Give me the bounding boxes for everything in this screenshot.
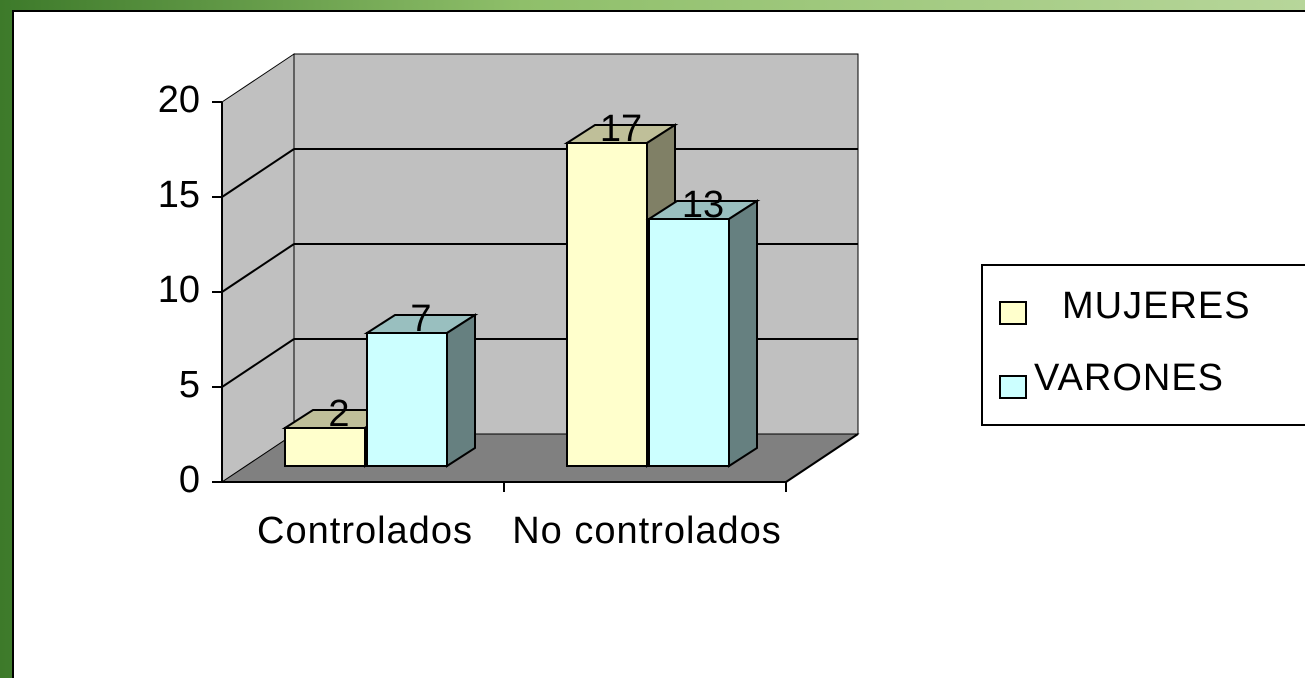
- legend-box: [981, 264, 1305, 426]
- floor-edge: [785, 433, 859, 483]
- bar-side: [446, 313, 476, 468]
- legend-swatch: [999, 301, 1027, 325]
- value-label: 17: [600, 108, 642, 150]
- value-label: 13: [682, 184, 724, 226]
- value-label: 7: [410, 298, 431, 340]
- y-tick-label: 20: [158, 79, 200, 121]
- bar-front: [284, 427, 366, 467]
- bar-front: [366, 332, 448, 467]
- x-tick-label: Controlados: [257, 510, 473, 552]
- legend-swatch: [999, 375, 1027, 399]
- y-tick-label: 15: [158, 174, 200, 216]
- bar: [363, 313, 479, 468]
- bar-side: [728, 199, 758, 468]
- y-tick-label: 10: [158, 269, 200, 311]
- legend-label: VARONES: [1034, 357, 1224, 399]
- bar-front: [648, 218, 730, 467]
- bar: [645, 199, 761, 468]
- y-tick-label: 0: [179, 459, 200, 501]
- value-label: 2: [328, 393, 349, 435]
- y-tick-label: 5: [179, 364, 200, 406]
- x-tick-label: No controlados: [512, 510, 782, 552]
- bar-front: [566, 142, 648, 467]
- legend-label: MUJERES: [1062, 285, 1251, 327]
